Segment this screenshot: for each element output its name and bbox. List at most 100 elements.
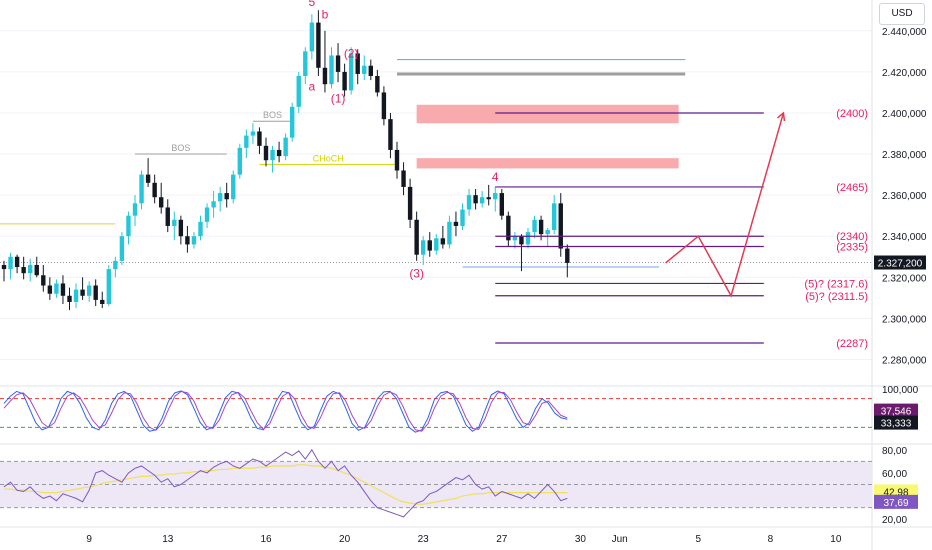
time-tick-label: 20 bbox=[339, 534, 351, 545]
target-level-label: (2400) bbox=[836, 108, 868, 120]
candle-body bbox=[348, 53, 354, 91]
candle-body bbox=[309, 22, 315, 52]
candle-body bbox=[257, 131, 262, 146]
price-tick-label: 2.420,000 bbox=[882, 68, 927, 79]
stochastic-value-label: 37,546 bbox=[881, 407, 912, 418]
time-tick-label: 30 bbox=[575, 534, 587, 545]
candle-body bbox=[185, 236, 190, 245]
stochastic-value-tag bbox=[874, 403, 918, 418]
candle-body bbox=[427, 240, 432, 251]
time-tick-label: 10 bbox=[830, 534, 842, 545]
candle-body bbox=[152, 182, 157, 198]
time-tick-label: 27 bbox=[496, 534, 508, 545]
candle-body bbox=[316, 22, 321, 68]
candle-body bbox=[54, 283, 59, 294]
last-price-label: 2.327,200 bbox=[878, 259, 923, 270]
rsi-tick-label: 20,00 bbox=[882, 515, 907, 526]
supply-zone bbox=[416, 104, 679, 124]
price-tick-label: 2.300,000 bbox=[882, 314, 927, 325]
candle-body bbox=[237, 147, 242, 175]
candle-body bbox=[552, 203, 557, 231]
candle-body bbox=[67, 295, 72, 302]
target-level-label: (2335) bbox=[836, 241, 868, 253]
time-tick-label: 16 bbox=[260, 534, 272, 545]
projection-path bbox=[665, 112, 785, 298]
candle-body bbox=[28, 264, 33, 274]
candle-body bbox=[73, 289, 79, 302]
price-tick-label: 2.340,000 bbox=[882, 232, 927, 243]
candle-body bbox=[80, 289, 85, 296]
candle-body bbox=[283, 137, 288, 157]
candle-body bbox=[512, 236, 518, 241]
stochastic-value-tag bbox=[874, 415, 918, 430]
candle-body bbox=[401, 170, 406, 187]
rsi-value-tag bbox=[874, 494, 918, 509]
wave-label: 4 bbox=[492, 170, 499, 184]
candle-body bbox=[113, 260, 118, 270]
time-tick-label: 5 bbox=[696, 534, 702, 545]
structure-label: BOS bbox=[171, 143, 190, 153]
candle-body bbox=[276, 149, 282, 157]
candle-body bbox=[93, 285, 98, 300]
candle-body bbox=[532, 219, 537, 233]
candle-body bbox=[1, 264, 7, 270]
candle-body bbox=[499, 193, 504, 216]
wave-label: (2) bbox=[344, 47, 359, 61]
rsi-value-label: 37,69 bbox=[883, 498, 908, 509]
target-level-label: (2465) bbox=[836, 182, 868, 194]
candle-body bbox=[447, 221, 452, 245]
time-tick-label: Jun bbox=[612, 534, 628, 545]
target-level-label: (5)? (2311.5) bbox=[805, 291, 868, 303]
rsi-tick-label: 60,00 bbox=[882, 469, 907, 480]
wave-label: a bbox=[309, 79, 316, 93]
candle-body bbox=[178, 219, 184, 237]
candle-body bbox=[191, 236, 197, 245]
candle-body bbox=[244, 135, 249, 148]
candle-body bbox=[381, 92, 387, 120]
candle-body bbox=[224, 193, 229, 200]
candle-body bbox=[538, 219, 544, 235]
candle-body bbox=[60, 283, 66, 296]
last-price-tag bbox=[874, 255, 926, 270]
candle-body bbox=[8, 256, 13, 270]
target-level-label: (2340) bbox=[836, 231, 868, 243]
candle-body bbox=[329, 55, 334, 85]
structure-label: BOS bbox=[263, 110, 282, 120]
candle-body bbox=[100, 299, 105, 304]
candle-body bbox=[545, 230, 550, 235]
candle-body bbox=[217, 193, 223, 202]
candle-body bbox=[86, 285, 92, 296]
candle-body bbox=[263, 145, 269, 161]
candle-body bbox=[493, 193, 498, 200]
candle-body bbox=[41, 275, 46, 286]
candle-body bbox=[21, 267, 26, 274]
wave-label: b bbox=[322, 7, 329, 21]
rsi-line bbox=[3, 448, 568, 518]
candle-body bbox=[355, 53, 360, 74]
candle-body bbox=[204, 207, 210, 222]
candle-body bbox=[270, 149, 275, 161]
candle-body bbox=[414, 219, 419, 255]
candle-body bbox=[172, 219, 177, 226]
stochastic-d-line bbox=[3, 390, 568, 432]
target-level-label: (5)? (2317.6) bbox=[804, 278, 868, 290]
candle-body bbox=[368, 65, 373, 76]
candle-body bbox=[434, 238, 439, 251]
stochastic-tick-label: 100,000 bbox=[882, 385, 919, 396]
candle-body bbox=[519, 236, 524, 245]
candle-body bbox=[165, 207, 170, 226]
currency-selector-button[interactable]: USD bbox=[879, 3, 925, 25]
candle-body bbox=[211, 201, 216, 208]
price-tick-label: 2.320,000 bbox=[882, 273, 927, 284]
supply-zone bbox=[416, 158, 679, 169]
price-tick-label: 2.400,000 bbox=[882, 109, 927, 120]
price-tick-label: 2.440,000 bbox=[882, 27, 927, 38]
candle-body bbox=[296, 76, 301, 107]
candle-body bbox=[139, 174, 144, 204]
candle-body bbox=[375, 76, 380, 93]
candle-body bbox=[388, 119, 393, 150]
